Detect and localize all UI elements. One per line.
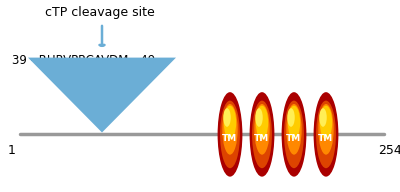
Text: TM: TM <box>222 134 238 143</box>
Text: 254: 254 <box>378 144 400 157</box>
Ellipse shape <box>286 104 302 155</box>
Text: cTP cleavage site: cTP cleavage site <box>45 6 155 19</box>
Ellipse shape <box>250 92 274 177</box>
Polygon shape <box>28 58 176 132</box>
Text: 39 - RHRVPRCAVDM - 49: 39 - RHRVPRCAVDM - 49 <box>12 54 155 67</box>
Ellipse shape <box>255 108 263 127</box>
Ellipse shape <box>224 106 236 139</box>
Ellipse shape <box>256 106 268 139</box>
Ellipse shape <box>254 104 270 155</box>
Text: TM: TM <box>254 134 270 143</box>
Ellipse shape <box>282 92 306 177</box>
Ellipse shape <box>314 92 338 177</box>
Ellipse shape <box>252 101 272 168</box>
Ellipse shape <box>220 101 240 168</box>
Ellipse shape <box>223 108 231 127</box>
Ellipse shape <box>319 108 327 127</box>
Ellipse shape <box>318 104 334 155</box>
Ellipse shape <box>222 104 238 155</box>
Text: TM: TM <box>286 134 302 143</box>
Ellipse shape <box>218 92 242 177</box>
Text: 1: 1 <box>8 144 16 157</box>
Ellipse shape <box>288 106 300 139</box>
Ellipse shape <box>320 106 332 139</box>
Ellipse shape <box>287 108 295 127</box>
Ellipse shape <box>284 101 304 168</box>
Text: TM: TM <box>318 134 334 143</box>
Ellipse shape <box>316 101 336 168</box>
